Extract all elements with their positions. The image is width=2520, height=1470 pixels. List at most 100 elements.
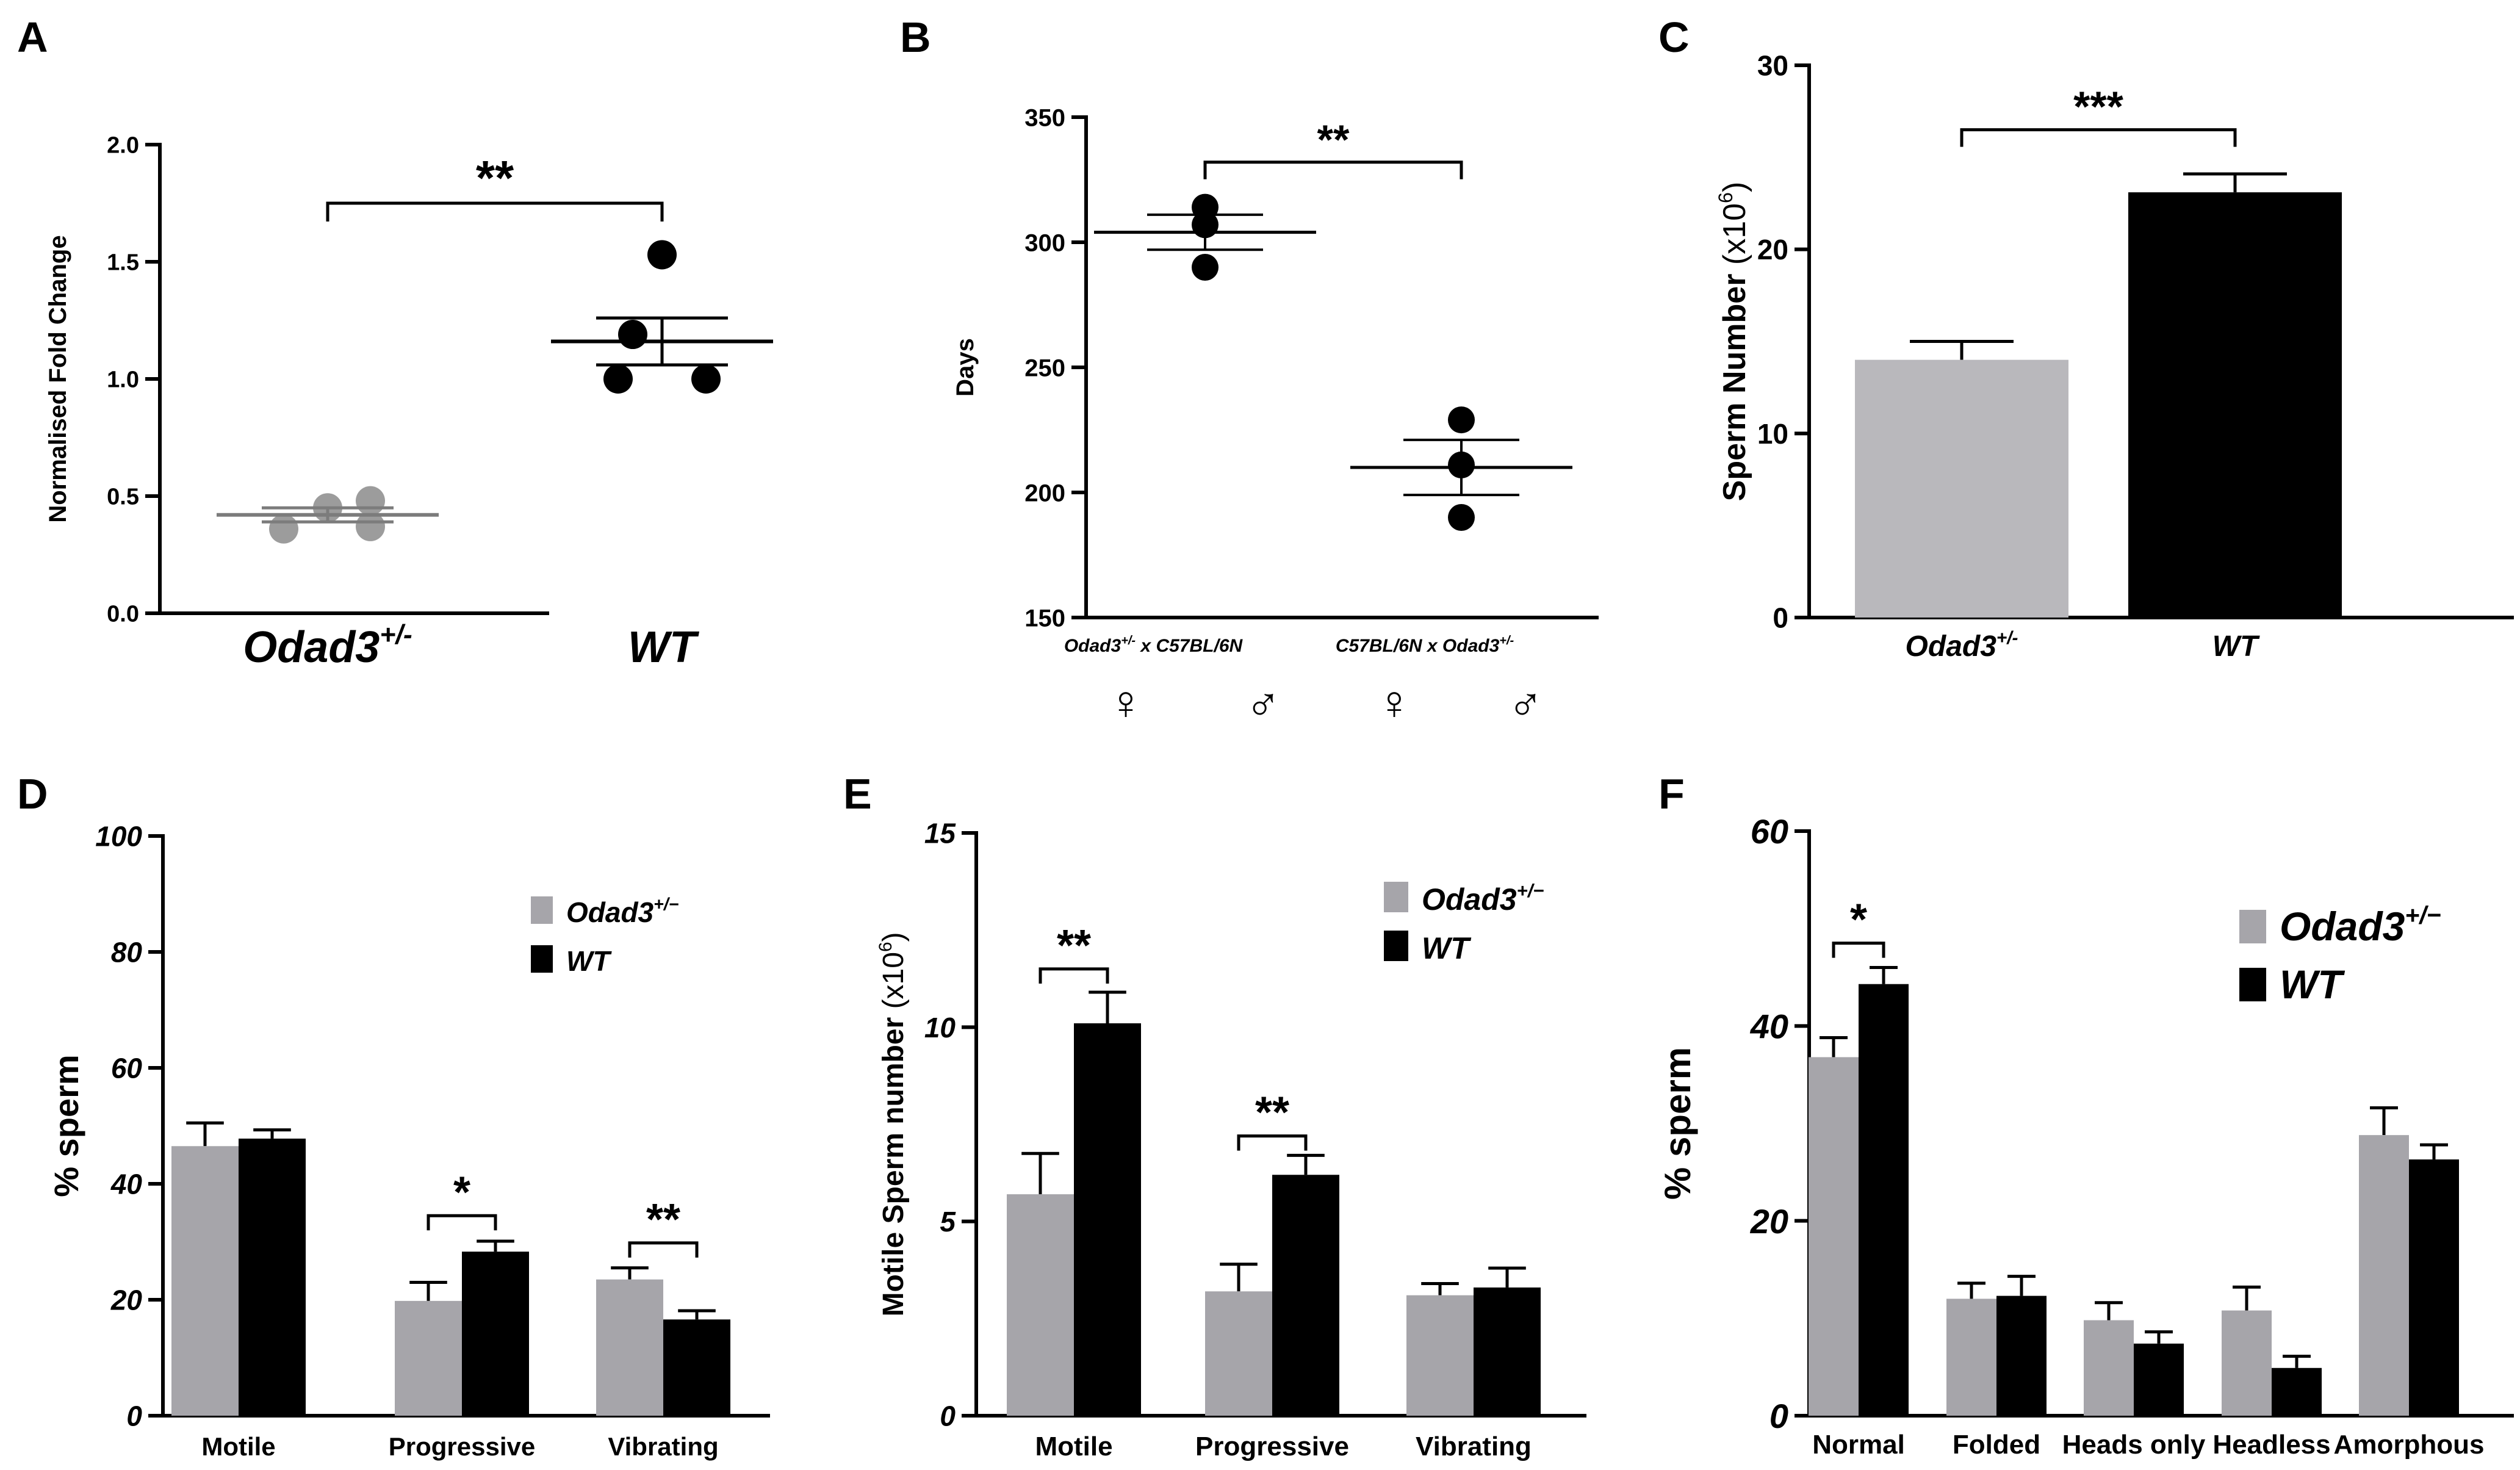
panel-e-bar-odad3 bbox=[1007, 1194, 1074, 1416]
panel-c-category-label-base: WT bbox=[2212, 630, 2260, 663]
panel-d-category-label: Vibrating bbox=[608, 1432, 718, 1461]
panel-a-data-point bbox=[691, 364, 721, 394]
panel-e-y-label-unit: (x10 bbox=[877, 952, 910, 1017]
panel-d-category-label: Progressive bbox=[389, 1432, 535, 1461]
panel-f-significance-bracket bbox=[1832, 942, 1885, 958]
panel-e-legend-swatch bbox=[1384, 882, 1408, 912]
panel-b-cross-a-sup: +/- bbox=[1121, 634, 1136, 647]
panel-c-y-label-unit: (x10 bbox=[1717, 203, 1752, 274]
panel-a-significance-bracket bbox=[326, 201, 664, 222]
panel-e-bar-odad3 bbox=[1406, 1295, 1474, 1416]
panel-f-y-tick-label: 60 bbox=[1751, 812, 1788, 851]
panel-a-y-tick-label: 1.0 bbox=[107, 367, 139, 393]
panel-f-legend-label-sup: +/− bbox=[2405, 901, 2441, 929]
panel-e-legend-label-base: WT bbox=[1422, 931, 1472, 965]
panel-f-bar-wt bbox=[1996, 1295, 2047, 1416]
panel-c-panel-label: C bbox=[1658, 13, 1690, 61]
panel-e-y-label-unit-close: ) bbox=[877, 932, 910, 942]
panel-b-cross-label: C57BL/6N x Odad3+/- bbox=[1336, 634, 1514, 656]
panel-b-cross-x: x bbox=[1422, 636, 1442, 656]
panel-f-category-label: Folded bbox=[1953, 1430, 2040, 1460]
panel-a-y-axis-label: Normalised Fold Change bbox=[45, 235, 71, 522]
panel-d-legend-label: WT bbox=[566, 945, 612, 977]
panel-d-panel-label: D bbox=[17, 770, 48, 818]
panel-b-cross-label: Odad3+/- x C57BL/6N bbox=[1064, 634, 1244, 656]
panel-c-y-label-sup: 6 bbox=[1715, 192, 1737, 203]
panel-a-category-label-base: Odad3 bbox=[243, 623, 380, 672]
panel-a-category-label: WT bbox=[628, 623, 700, 672]
panel-a-panel-label: A bbox=[17, 13, 48, 61]
panel-d-bar-odad3 bbox=[171, 1146, 239, 1416]
panel-a-y-tick-label: 1.5 bbox=[107, 250, 139, 276]
panel-e-significance-label: ** bbox=[1255, 1089, 1289, 1137]
panel-d-y-axis-label: % sperm bbox=[47, 1054, 85, 1197]
panel-d-legend-label: Odad3+/− bbox=[566, 895, 679, 928]
panel-f-category-label: Normal bbox=[1812, 1430, 1905, 1460]
panel-d-legend-label-base: Odad3 bbox=[566, 896, 654, 928]
panel-b-data-point bbox=[1192, 254, 1219, 281]
panel-a-y-label-main: Normalised Fold Change bbox=[45, 235, 71, 522]
panel-f-legend-label: WT bbox=[2280, 962, 2345, 1007]
panel-f-category-label: Headless bbox=[2212, 1430, 2330, 1460]
panel-c-category-label-sup: +/- bbox=[1996, 628, 2018, 648]
panel-d-legend-label-sup: +/− bbox=[653, 895, 679, 915]
panel-b-cross-b: C57BL/6N bbox=[1156, 636, 1243, 656]
female-symbol: ♀ bbox=[1108, 676, 1144, 729]
panel-b-y-axis-label: Days bbox=[952, 338, 979, 397]
panel-f-y-tick-label: 40 bbox=[1750, 1007, 1788, 1045]
panel-f-category-label: Amorphous bbox=[2334, 1430, 2485, 1460]
panel-b-y-tick-label: 250 bbox=[1024, 355, 1065, 381]
panel-a-y-tick-label: 0.0 bbox=[107, 602, 139, 627]
panel-f-legend-label: Odad3+/− bbox=[2280, 901, 2441, 949]
panel-e-y-axis-label: Motile Sperm number (x106) bbox=[876, 932, 910, 1317]
panel-c-y-label-unit-close: ) bbox=[1717, 182, 1752, 192]
panel-f-legend-label-base: WT bbox=[2280, 962, 2345, 1007]
panel-f: F 0 20 40 60 % sperm Normal Folded Heads only Hea… bbox=[1657, 770, 2514, 1460]
panel-f-bar-wt bbox=[1859, 984, 1909, 1416]
panel-e-y-tick-label: 5 bbox=[940, 1206, 956, 1238]
panel-d-y-tick-label: 100 bbox=[95, 821, 142, 852]
panel-a-significance-label: ** bbox=[476, 151, 514, 205]
panel-a-category-label-base: WT bbox=[628, 623, 700, 672]
panel-e-legend-swatch bbox=[1384, 931, 1408, 961]
panel-f-legend-swatch bbox=[2239, 910, 2266, 943]
panel-d-y-tick-label: 0 bbox=[126, 1400, 142, 1432]
panel-c-y-tick-label: 30 bbox=[1757, 50, 1788, 82]
panel-e-significance-label: ** bbox=[1057, 921, 1091, 970]
panel-a-category-label-sup: +/- bbox=[380, 620, 412, 650]
panel-b-panel-label: B bbox=[900, 13, 931, 61]
panel-b-significance-bracket bbox=[1203, 160, 1463, 179]
panel-f-y-tick-label: 0 bbox=[1769, 1397, 1788, 1435]
panel-f-bar-odad3 bbox=[2084, 1320, 2134, 1416]
panel-e-bar-wt bbox=[1474, 1287, 1541, 1416]
panel-b-cross-b-sup: +/- bbox=[1499, 634, 1514, 647]
panel-f-y-label-main: % sperm bbox=[1657, 1047, 1698, 1200]
panel-e-y-tick-label: 15 bbox=[924, 818, 957, 849]
panel-c-significance-bracket bbox=[1960, 128, 2237, 147]
panel-e-y-label-sup: 6 bbox=[876, 942, 896, 952]
panel-f-bar-odad3 bbox=[1946, 1299, 1996, 1416]
panel-f-significance-label: * bbox=[1850, 896, 1867, 945]
panel-f-category-label: Heads only bbox=[2062, 1430, 2206, 1460]
panel-a-data-point bbox=[647, 240, 677, 270]
panel-e-significance-bracket bbox=[1237, 1134, 1308, 1151]
panel-b-data-point bbox=[1448, 504, 1475, 531]
panel-d-y-label-main: % sperm bbox=[47, 1054, 85, 1197]
panel-d-legend-label-base: WT bbox=[566, 945, 612, 977]
panel-d-significance-bracket bbox=[628, 1241, 699, 1258]
panel-d-significance-label: ** bbox=[646, 1195, 680, 1244]
panel-a-data-point bbox=[603, 364, 633, 394]
panel-b-y-tick-label: 150 bbox=[1024, 605, 1065, 632]
panel-c-bar bbox=[2128, 192, 2342, 618]
panel-b-cross-a: C57BL/6N bbox=[1336, 636, 1423, 656]
panel-f-legend-swatch bbox=[2239, 968, 2266, 1001]
panel-e: E 0 5 10 15 Motile Sperm number (x106) Motile P… bbox=[843, 770, 1586, 1461]
panel-a-category-label: Odad3+/- bbox=[243, 620, 412, 672]
panel-a-data-point bbox=[618, 320, 647, 350]
panel-e-y-label-main: Motile Sperm number bbox=[877, 1017, 910, 1317]
panel-e-y-tick-label: 10 bbox=[924, 1012, 956, 1043]
panel-f-y-axis-label: % sperm bbox=[1657, 1047, 1698, 1200]
panel-d-bar-odad3 bbox=[395, 1300, 462, 1416]
panel-c-category-label: Odad3+/- bbox=[1906, 628, 2018, 663]
